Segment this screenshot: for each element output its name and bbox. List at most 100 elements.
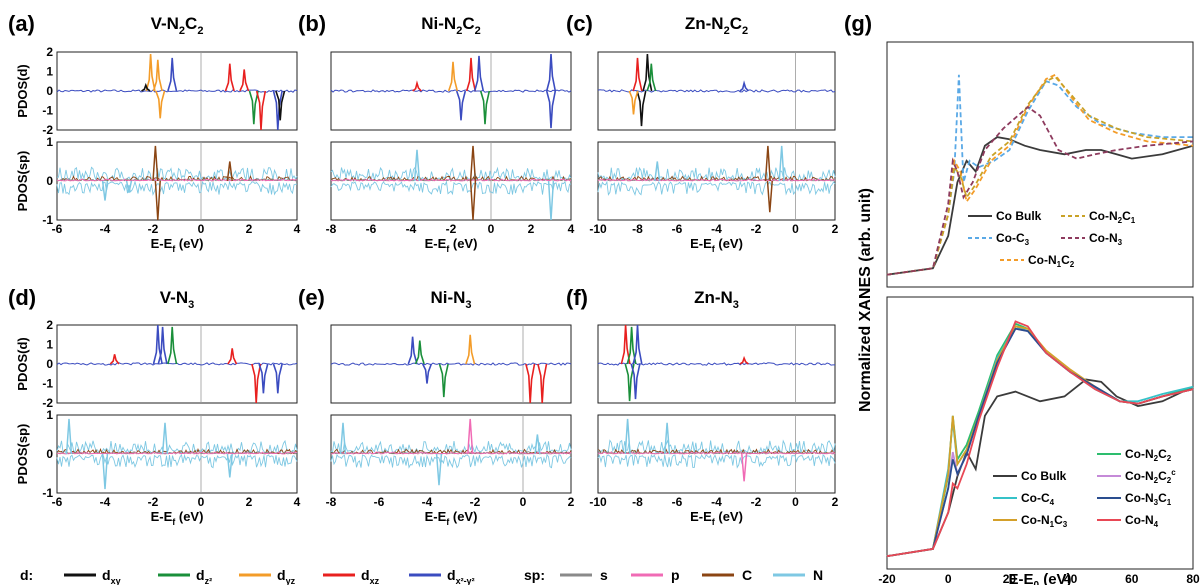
xlabel-sub: f <box>172 244 176 254</box>
xtick: -8 <box>632 495 643 509</box>
panel-label: (a) <box>8 11 35 36</box>
pdos-sp-trace <box>56 178 298 182</box>
xtick: 2 <box>528 222 535 236</box>
xlabel-main: E-E <box>1008 571 1033 585</box>
xtick: 4 <box>294 222 301 236</box>
legend-base: d <box>361 567 370 583</box>
pdos-d-peak <box>455 90 467 121</box>
xlabel-unit: (eV) <box>449 236 477 251</box>
pdos-sp-peak <box>778 145 785 182</box>
xlabel-sub: f <box>446 517 450 527</box>
legend-base: d <box>277 567 286 583</box>
ytick-d: 0 <box>46 84 53 98</box>
legend-sub: 1 <box>1057 260 1062 269</box>
xtick: -6 <box>52 222 63 236</box>
xtick: -10 <box>589 495 607 509</box>
pdos-d-peak <box>251 363 262 404</box>
title-sub: 3 <box>188 299 194 311</box>
xtick: -8 <box>326 495 337 509</box>
pdos-d-peak <box>739 80 749 92</box>
xtick: -2 <box>148 495 159 509</box>
legend-name-2: C <box>1158 491 1167 505</box>
legend-name: Co Bulk <box>996 209 1042 223</box>
ytick-d: 2 <box>46 45 53 59</box>
pdos-sp-trace <box>56 451 297 455</box>
ytick-sp: -1 <box>42 213 53 227</box>
pdos-sp-peak <box>101 453 109 490</box>
pdos-d-peak <box>545 53 557 92</box>
legend-name: Co-C <box>996 231 1025 245</box>
ytick-d: -2 <box>42 396 53 410</box>
pdos-d-peak <box>239 69 250 92</box>
pdos-d-baseline <box>597 362 835 366</box>
pdos-sp-trace <box>597 453 836 469</box>
pdos-d-baseline <box>330 89 572 93</box>
legend-name: Co-N <box>1021 513 1050 527</box>
xanes-bottom-series-6 <box>886 320 1194 558</box>
xtick: -6 <box>374 495 385 509</box>
legend-name: Co-N <box>1089 209 1118 223</box>
pdos-d-peak <box>421 363 433 384</box>
pdos-sp-peak <box>65 418 73 455</box>
legend-label: Co-N2C1 <box>1089 209 1136 225</box>
pdos-d-frame <box>56 324 298 404</box>
title-main: Zn-N <box>685 14 724 33</box>
pdos-sp-peak <box>764 145 771 182</box>
pdos-sp-peak <box>469 145 477 182</box>
pdos-sp-frame <box>56 141 298 221</box>
title-sub-2: 2 <box>197 25 203 37</box>
xlabel: E-Ef (eV) <box>690 236 743 254</box>
ytick-d: -1 <box>42 104 53 118</box>
legend-sub-2: 1 <box>1131 216 1136 225</box>
pdos-d-peak <box>157 326 168 365</box>
legend-d-item: dxz <box>361 567 380 585</box>
xtick: 2 <box>246 222 253 236</box>
title-sub-2: 2 <box>475 25 481 37</box>
xlabel-main: E-E <box>425 236 447 251</box>
pdos-sp-peak <box>125 180 133 193</box>
xanes-xtick: -20 <box>878 572 896 585</box>
legend-sub: 2 <box>1154 476 1159 485</box>
xtick: -2 <box>751 222 762 236</box>
pdos-sp-trace <box>330 180 572 196</box>
pdos-d-frame <box>597 324 836 404</box>
xtick: -2 <box>751 495 762 509</box>
xtick: 0 <box>520 495 527 509</box>
panel-label: (d) <box>8 285 36 310</box>
legend-label: Co-C3 <box>996 231 1030 247</box>
pdos-d-peak <box>414 340 425 365</box>
legend-sp-label: sp: <box>524 567 545 583</box>
xlabel-main: E-E <box>690 236 712 251</box>
pdos-d-peak <box>275 90 286 121</box>
pdos-sp-peak <box>534 434 541 455</box>
pdos-sp-trace <box>597 175 836 182</box>
legend-base: d <box>447 567 456 583</box>
legend-d-item: dz² <box>196 567 212 585</box>
xtick: 4 <box>294 495 301 509</box>
pdos-d-peak <box>272 90 283 131</box>
pdos-d-peak <box>628 90 639 115</box>
xlabel-sub: f <box>172 517 176 527</box>
pdos-d-peak <box>248 90 259 125</box>
pdos-sp-peak <box>161 422 169 455</box>
xtick: -8 <box>326 222 337 236</box>
panel-label: (c) <box>566 11 593 36</box>
xtick: -2 <box>148 222 159 236</box>
xanes-xtick: 60 <box>1125 572 1139 585</box>
xlabel-unit: (eV) <box>175 509 203 524</box>
xtick: -6 <box>366 222 377 236</box>
pdos-sp-peak <box>654 161 661 182</box>
pdos-sp-trace <box>330 453 572 469</box>
xtick: 0 <box>198 222 205 236</box>
xanes-top-frame <box>886 41 1194 288</box>
legend-name: Co-N <box>1125 513 1154 527</box>
xlabel: E-Ef (eV) <box>151 509 204 527</box>
title-main-2: C <box>730 14 742 33</box>
legend-name: Co-N <box>1089 231 1118 245</box>
panel-label: (f) <box>566 285 588 310</box>
pdos-d-peak <box>155 90 166 119</box>
ytick-sp: 0 <box>46 174 53 188</box>
title-main: Ni-N <box>421 14 456 33</box>
xlabel-main: E-E <box>151 509 173 524</box>
